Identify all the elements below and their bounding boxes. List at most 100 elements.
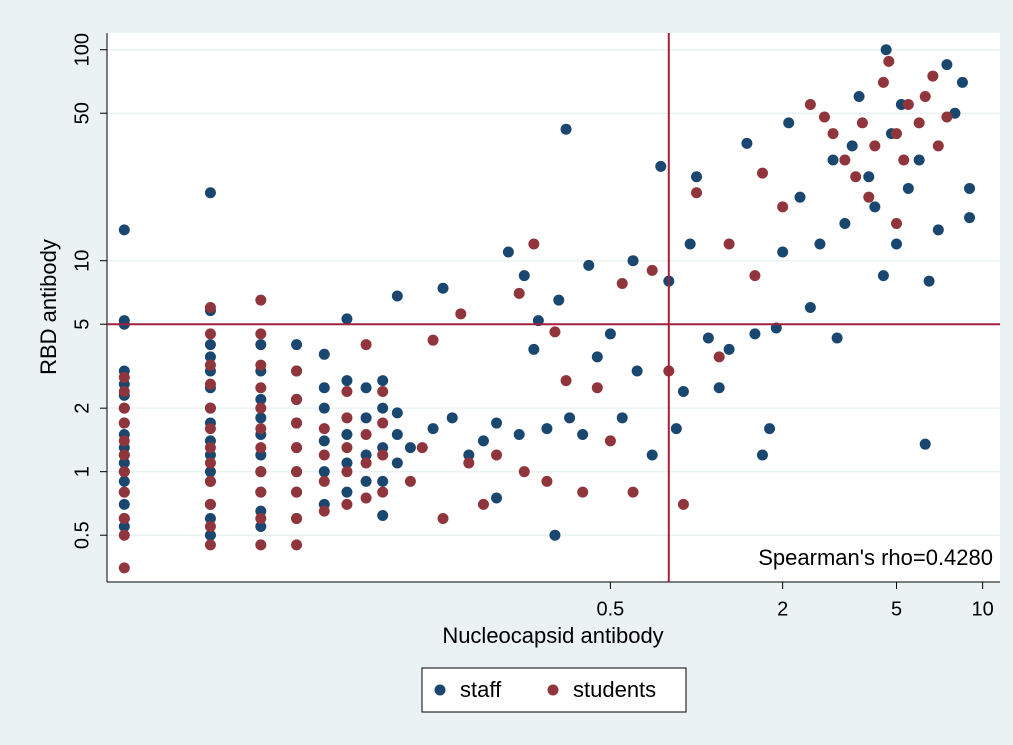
scatter-point [255, 412, 267, 424]
scatter-point [318, 402, 330, 414]
scatter-point [291, 512, 303, 524]
scatter-point [255, 328, 267, 340]
scatter-point [804, 302, 816, 313]
y-tick-label: 100 [71, 33, 93, 66]
scatter-point [255, 512, 267, 524]
scatter-point [919, 91, 931, 103]
scatter-point [204, 529, 216, 541]
scatter-point [713, 351, 725, 363]
scatter-point [291, 365, 303, 377]
scatter-point [377, 475, 389, 487]
scatter-point [853, 91, 865, 103]
scatter-point [204, 328, 216, 340]
scatter-point [255, 486, 267, 498]
scatter-point [204, 402, 216, 414]
scatter-point [360, 449, 372, 461]
scatter-point [883, 55, 895, 67]
scatter-point [749, 328, 761, 340]
scatter-point [360, 339, 372, 351]
scatter-point [741, 137, 753, 149]
scatter-point [577, 429, 589, 441]
scatter-point [204, 457, 216, 469]
scatter-point [564, 412, 576, 424]
scatter-point [691, 187, 703, 199]
scatter-point [932, 140, 944, 152]
scatter-point [118, 486, 130, 498]
scatter-point [541, 475, 553, 487]
scatter-point [513, 429, 525, 441]
scatter-point [360, 457, 372, 469]
scatter-point [518, 270, 530, 282]
scatter-point [941, 59, 953, 71]
scatter-point [463, 457, 475, 469]
scatter-point [827, 154, 839, 166]
scatter-point [118, 498, 130, 510]
x-tick-label: 2 [777, 598, 788, 620]
scatter-point [604, 328, 616, 340]
scatter-point [818, 111, 830, 123]
scatter-point [204, 512, 216, 524]
scatter-point [341, 429, 353, 441]
scatter-point [255, 294, 267, 306]
scatter-point [502, 246, 514, 258]
scatter-point [318, 505, 330, 517]
scatter-point [341, 313, 353, 325]
y-tick-label: 0.5 [71, 521, 93, 549]
x-tick-label: 5 [891, 598, 902, 620]
scatter-point [932, 224, 944, 236]
scatter-point [913, 117, 925, 129]
scatter-point [291, 393, 303, 405]
scatter-point [655, 160, 667, 172]
scatter-point [291, 442, 303, 454]
scatter-point [255, 520, 267, 532]
scatter-point [964, 212, 976, 224]
scatter-point [360, 412, 372, 424]
scatter-point [377, 417, 389, 429]
scatter-point [341, 442, 353, 454]
scatter-point [541, 423, 553, 435]
scatter-point [804, 98, 816, 110]
scatter-point [616, 412, 628, 424]
scatter-point [604, 435, 616, 447]
scatter-point [902, 98, 914, 110]
scatter-point [814, 238, 826, 250]
scatter-point [377, 385, 389, 397]
scatter-point [255, 382, 267, 394]
scatter-point [783, 117, 795, 129]
scatter-point [318, 475, 330, 487]
y-tick-label: 50 [71, 102, 93, 124]
scatter-point [463, 449, 475, 461]
scatter-point [749, 270, 761, 282]
scatter-point [839, 154, 851, 166]
scatter-point [549, 326, 561, 338]
y-axis-title: RBD antibody [36, 239, 61, 375]
y-tick-label: 1 [71, 466, 93, 477]
scatter-point [627, 486, 639, 498]
scatter-point [477, 498, 489, 510]
scatter-point [404, 475, 416, 487]
scatter-point [341, 486, 353, 498]
scatter-point [891, 128, 903, 140]
scatter-point [831, 332, 843, 344]
y-tick-label: 2 [71, 403, 93, 414]
scatter-point [891, 218, 903, 230]
scatter-point [118, 435, 130, 447]
plot-area [107, 33, 1000, 582]
scatter-point [204, 187, 216, 199]
scatter-point [898, 154, 910, 166]
scatter-point [416, 442, 428, 454]
scatter-point [118, 475, 130, 487]
scatter-point [839, 218, 851, 230]
scatter-point [377, 375, 389, 387]
scatter-point [560, 123, 572, 135]
scatter-point [491, 449, 503, 461]
scatter-point [255, 402, 267, 414]
scatter-point [118, 466, 130, 478]
scatter-point [677, 498, 689, 510]
scatter-point [863, 191, 875, 203]
scatter-point [891, 238, 903, 250]
scatter-point [118, 457, 130, 469]
scatter-point [670, 423, 682, 435]
scatter-point [341, 375, 353, 387]
scatter-point [856, 117, 868, 129]
